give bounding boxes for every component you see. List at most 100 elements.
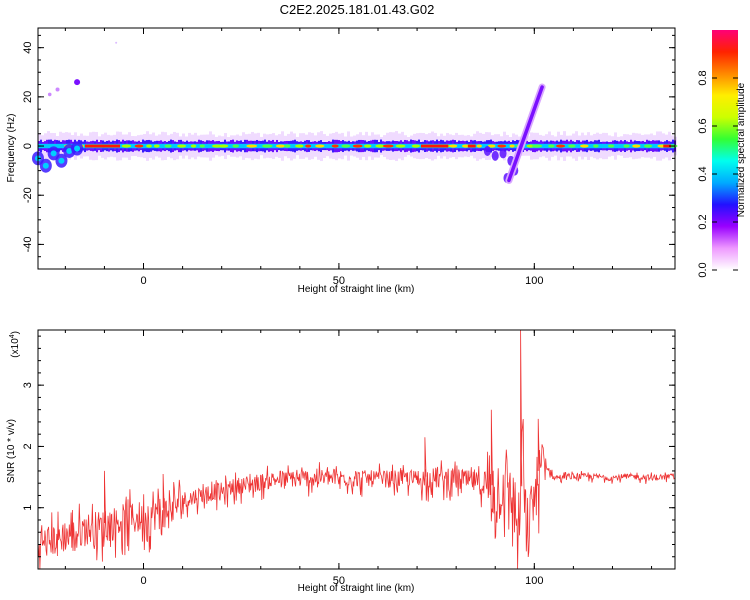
colorbar-tick-label: 0.8	[697, 70, 709, 85]
band-spot	[548, 144, 555, 148]
snr-y-axis-label: SNR (10 * v/v)	[6, 419, 17, 483]
band-spot	[395, 144, 406, 148]
band-spot	[476, 144, 482, 148]
colorbar-tick-label: 0.0	[697, 262, 709, 277]
colorbar-ticks: 0.0 0.2 0.4 0.6 0.8	[697, 70, 738, 278]
band-spot	[262, 144, 273, 148]
band-hot-segment	[84, 144, 121, 148]
band-hot-segment	[663, 144, 672, 148]
snr-scale-label: (x104)	[9, 331, 21, 358]
snr-series-line	[37, 329, 675, 570]
colorbar-tick-label: 0.6	[697, 118, 709, 133]
band-wobble-core	[74, 145, 81, 152]
spectrogram-content	[32, 41, 678, 184]
band-spot	[146, 144, 152, 148]
colorbar-gradient	[712, 30, 738, 270]
band-wobble-core	[42, 162, 49, 169]
band-perturbation	[499, 148, 507, 159]
band-wobble-core	[66, 147, 73, 154]
band-perturbation	[483, 145, 491, 156]
band-spot	[283, 144, 291, 148]
band-spot	[246, 144, 258, 148]
band-spot	[121, 144, 132, 148]
colorbar-label: Normalized spectral amplitude	[736, 82, 747, 217]
y-tick-label: 1	[22, 505, 34, 511]
band-spot	[382, 144, 394, 148]
band-wobble-core	[50, 150, 57, 157]
band-spot	[295, 144, 304, 148]
x-tick-label: 0	[140, 275, 146, 287]
band-spot	[275, 144, 286, 148]
snr-content	[37, 329, 675, 570]
band-spot	[341, 144, 351, 148]
diagonal-streak	[507, 85, 544, 183]
band-spot	[593, 144, 599, 148]
spectrogram-panel: 0 50 100 -40 -20 0 20 40 Height of straight li…	[6, 27, 678, 295]
band-hot-segment	[467, 144, 476, 148]
band-spot	[497, 144, 507, 148]
spectrogram-y-axis-label: Frequency (Hz)	[6, 114, 17, 183]
colorbar-tick-label: 0.2	[697, 214, 709, 229]
x-tick-label: 0	[140, 575, 146, 587]
y-tick-label: 0	[22, 143, 34, 149]
band-spot	[199, 144, 205, 148]
band-spot	[509, 144, 515, 148]
colorbar-tick-label: 0.4	[697, 166, 709, 181]
y-tick-label: 3	[22, 382, 34, 388]
band-spot	[580, 144, 589, 148]
spectrogram-x-ticks: 0 50 100	[64, 28, 653, 287]
band-spot	[531, 144, 543, 148]
snr-scale-base: (x10	[10, 338, 21, 358]
band-spot	[411, 144, 420, 148]
snr-plot-area	[38, 330, 675, 569]
band-spot	[568, 144, 576, 148]
colorbar: 0.0 0.2 0.4 0.6 0.8 Normalized spectral ampl…	[697, 30, 747, 278]
band-spot	[352, 144, 363, 148]
band-spot	[177, 144, 187, 148]
band-spot	[623, 144, 630, 148]
band-spot	[134, 144, 144, 148]
band-spot	[331, 144, 339, 148]
x-tick-label: 100	[525, 275, 543, 287]
spectrogram-x-axis-label: Height of straight line (km)	[298, 284, 415, 295]
event-point	[74, 79, 81, 86]
snr-x-ticks: 0 50 100	[64, 330, 653, 587]
band-spot	[164, 144, 172, 148]
band-spot	[315, 144, 325, 148]
x-tick-label: 100	[525, 575, 543, 587]
figure-title: C2E2.2025.181.01.43.G02	[280, 2, 435, 17]
x-tick-label: 50	[333, 575, 345, 587]
band-perturbation	[491, 150, 499, 161]
band-spot	[218, 144, 229, 148]
snr-y-ticks: 1 2 3	[22, 335, 675, 558]
snr-x-axis-label: Height of straight line (km)	[298, 583, 415, 594]
y-tick-label: 2	[22, 443, 34, 449]
band-spot	[556, 144, 566, 148]
band-spot	[449, 144, 458, 148]
y-tick-label: -40	[22, 236, 34, 252]
spectrogram-y-ticks: -40 -20 0 20 40	[22, 34, 675, 258]
band-spot	[190, 144, 197, 148]
snr-panel: 0 50 100 123 Height of straight line (km) …	[6, 329, 676, 594]
svg-text:(x104): (x104)	[9, 331, 21, 358]
event-point	[47, 92, 52, 97]
band-spot	[487, 144, 496, 148]
y-tick-label: 40	[22, 42, 34, 54]
x-tick-label: 50	[333, 275, 345, 287]
band-spot	[632, 144, 641, 148]
event-point	[115, 41, 118, 44]
band-spot	[305, 144, 312, 148]
snr-frame	[37, 329, 676, 570]
band-spot	[643, 144, 653, 148]
band-spot	[232, 144, 239, 148]
snr-scale-exponent: 4	[9, 334, 16, 338]
event-point	[55, 87, 60, 92]
band-spot	[364, 144, 372, 148]
y-tick-label: 20	[22, 91, 34, 103]
band-hot-segment	[420, 144, 449, 148]
y-tick-label: -20	[22, 187, 34, 203]
band-wobble-core	[58, 157, 65, 164]
band-spot	[608, 144, 615, 148]
band-spot	[375, 144, 385, 148]
